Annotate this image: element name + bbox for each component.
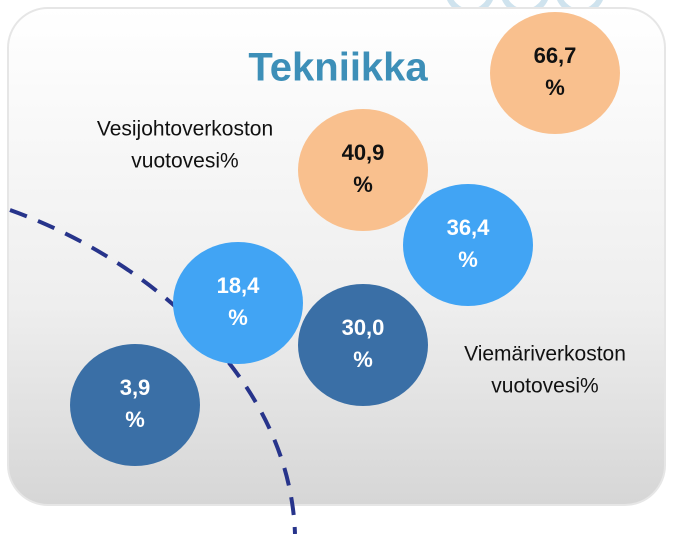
label-text: vuotovesi% xyxy=(491,375,598,398)
bubble-circle xyxy=(173,242,303,364)
bubble-text: 40,9 xyxy=(342,140,385,165)
bubble: 36,4% xyxy=(403,184,533,306)
bubble: 40,9% xyxy=(298,109,428,231)
bubble-text: % xyxy=(353,172,373,197)
dashed-curve xyxy=(9,208,297,534)
bubble-text: % xyxy=(228,305,248,330)
bubble-text: 3,9 xyxy=(120,375,151,400)
bubble: 3,9% xyxy=(70,344,200,466)
bubble-circle xyxy=(70,344,200,466)
bubble-text: 30,0 xyxy=(342,315,385,340)
bubble-circle xyxy=(298,109,428,231)
bubble-circle xyxy=(298,284,428,406)
bubble: 66,7% xyxy=(490,12,620,134)
label-text: Viemäriverkoston xyxy=(464,343,626,366)
bubble-text: % xyxy=(458,247,478,272)
bubble-text: 36,4 xyxy=(447,215,491,240)
bubble-text: 66,7 xyxy=(534,43,577,68)
label-text: vuotovesi% xyxy=(131,150,238,173)
bubble-text: % xyxy=(545,75,565,100)
bubble-text: 18,4 xyxy=(217,273,261,298)
bubble: 18,4% xyxy=(173,242,303,364)
bubble-circle xyxy=(490,12,620,134)
title: Tekniikka xyxy=(248,46,428,90)
bubble: 30,0% xyxy=(298,284,428,406)
bubble-text: % xyxy=(125,407,145,432)
label-text: Vesijohtoverkoston xyxy=(97,118,273,141)
bubble-circle xyxy=(403,184,533,306)
bubble-text: % xyxy=(353,347,373,372)
